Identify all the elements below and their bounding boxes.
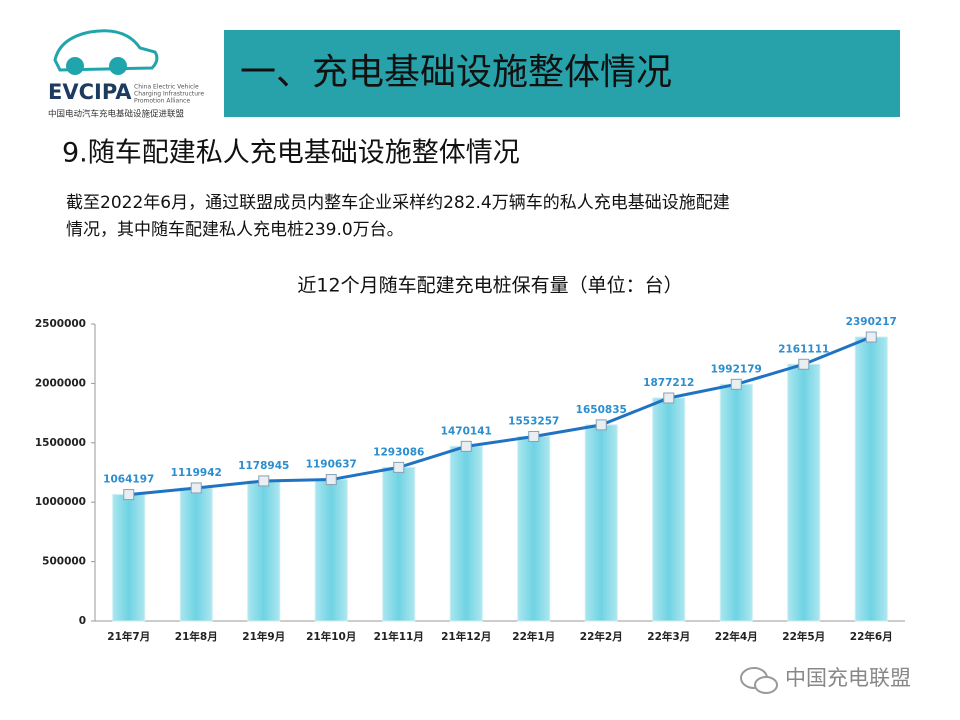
header-title: 一、充电基础设施整体情况 — [240, 52, 672, 93]
x-tick-label: 22年5月 — [782, 630, 825, 643]
bar — [449, 445, 483, 622]
bar — [652, 397, 686, 622]
bar — [314, 479, 348, 622]
bar — [179, 487, 213, 622]
logo: EVCIPA China Electric Vehicle Charging I… — [48, 29, 204, 120]
logo-name: EVCIPA — [48, 80, 132, 104]
x-tick-label: 21年11月 — [374, 630, 424, 643]
bar — [382, 466, 416, 622]
x-tick-label: 21年10月 — [306, 630, 356, 643]
section-heading: 9.随车配建私人充电基础设施整体情况 — [62, 138, 520, 169]
data-label: 1470141 — [441, 425, 492, 437]
x-tick-label: 22年2月 — [580, 630, 623, 643]
data-label: 2390217 — [846, 316, 897, 328]
y-tick-label: 1000000 — [35, 496, 86, 508]
data-label: 1119942 — [171, 467, 222, 479]
bar — [112, 494, 146, 622]
bar — [584, 424, 618, 622]
x-tick-label: 21年7月 — [107, 630, 150, 643]
watermark: 中国充电联盟 — [740, 666, 911, 694]
data-label: 1190637 — [306, 459, 357, 471]
data-label: 1293086 — [373, 446, 424, 458]
bar — [517, 435, 551, 622]
data-label: 1992179 — [711, 363, 762, 375]
chart-title: 近12个月随车配建充电桩保有量（单位：台） — [297, 275, 682, 297]
header-band — [224, 30, 900, 117]
line-marker — [865, 331, 877, 343]
y-tick-label: 2500000 — [35, 318, 86, 330]
logo-chinese: 中国电动汽车充电基础设施促进联盟 — [48, 109, 185, 120]
line-marker — [190, 482, 202, 494]
x-tick-label: 22年3月 — [647, 630, 690, 643]
y-tick-label: 1500000 — [35, 437, 86, 449]
data-label: 2161111 — [778, 343, 829, 355]
bar — [854, 336, 888, 622]
paragraph-line: 情况，其中随车配建私人充电桩239.0万台。 — [66, 220, 404, 240]
data-label: 1650835 — [576, 404, 627, 416]
line-marker — [393, 461, 405, 473]
logo-english: Charging Infrastructure — [134, 91, 204, 98]
data-label: 1178945 — [238, 460, 289, 472]
wechat-icon — [754, 676, 778, 694]
x-tick-label: 22年4月 — [715, 630, 758, 643]
bar — [247, 480, 281, 622]
logo-wheel — [109, 57, 127, 75]
logo-wheel — [66, 57, 84, 75]
data-label: 1877212 — [643, 377, 694, 389]
x-tick-label: 21年8月 — [175, 630, 218, 643]
line-marker — [325, 474, 337, 486]
line-marker — [528, 430, 540, 442]
bar — [787, 363, 821, 622]
x-tick-label: 22年1月 — [512, 630, 555, 643]
line-marker — [798, 358, 810, 370]
y-tick-label: 0 — [79, 615, 86, 627]
line-marker — [595, 419, 607, 431]
data-label: 1064197 — [103, 474, 154, 486]
line-marker — [258, 475, 270, 487]
logo-car — [53, 29, 159, 72]
x-tick-label: 22年6月 — [850, 630, 893, 643]
line-marker — [730, 378, 742, 390]
watermark-text: 中国充电联盟 — [785, 666, 911, 690]
logo-english: Promotion Alliance — [134, 98, 190, 105]
y-tick-label: 2000000 — [35, 377, 86, 389]
line — [128, 335, 872, 497]
logo-english: China Electric Vehicle — [134, 84, 199, 91]
line-marker — [123, 489, 135, 501]
paragraph-line: 截至2022年6月，通过联盟成员内整车企业采样约282.4万辆车的私人充电基础设… — [66, 193, 730, 213]
x-tick-label: 21年12月 — [441, 630, 491, 643]
line-marker — [663, 392, 675, 404]
bar — [719, 383, 753, 622]
data-label: 1553257 — [508, 415, 559, 427]
y-tick-label: 500000 — [42, 556, 86, 568]
x-tick-label: 21年9月 — [242, 630, 285, 643]
line-marker — [460, 440, 472, 452]
